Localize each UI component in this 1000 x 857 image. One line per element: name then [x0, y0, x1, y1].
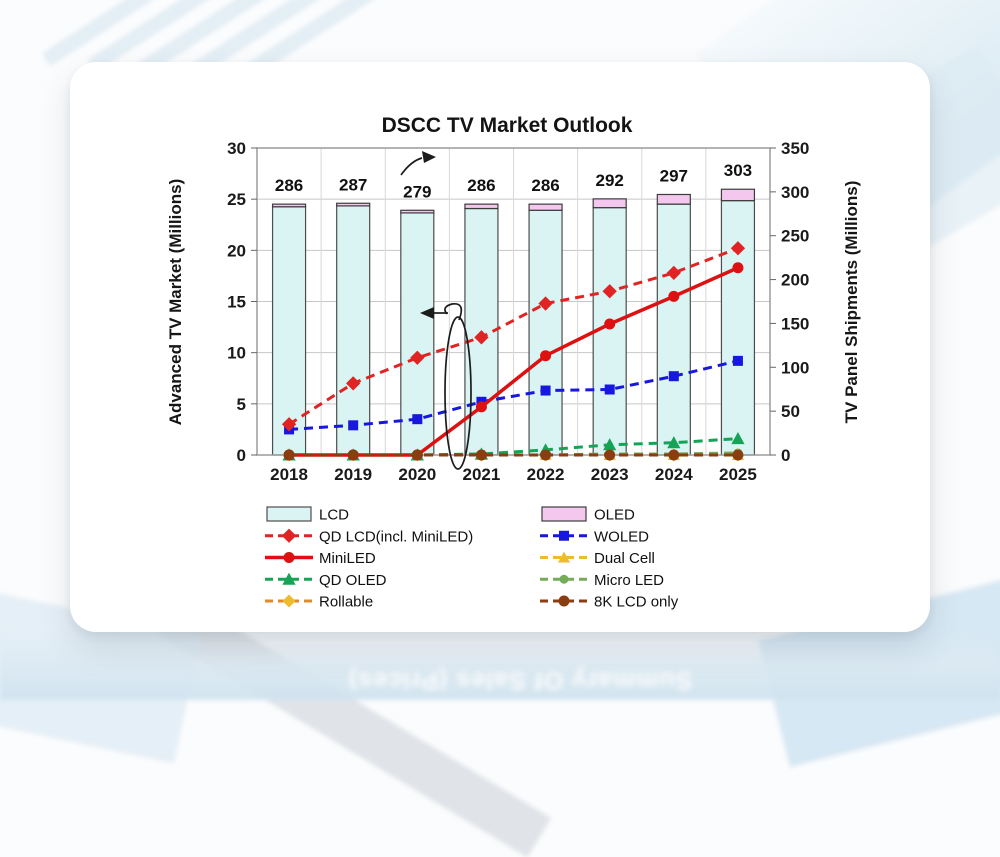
bar-oled-2025 — [720, 188, 756, 202]
right-tick-150: 150 — [781, 314, 809, 333]
legend-label-8k-lcd-only: 8K LCD only — [594, 594, 679, 611]
x-tick-2024: 2024 — [655, 465, 693, 484]
lines-left-axis-ellipse — [444, 316, 472, 470]
x-tick-2022: 2022 — [527, 465, 565, 484]
x-tick-2018: 2018 — [270, 465, 308, 484]
legend-label-oled: OLED — [594, 507, 635, 524]
x-tick-2023: 2023 — [591, 465, 629, 484]
content-card: DSCC TV Market Outlook Advanced TV Marke… — [70, 62, 930, 632]
bar-total-2024: 297 — [660, 166, 688, 185]
legend-item-qd-lcd-incl-miniled: QD LCD(incl. MiniLED) — [265, 528, 473, 545]
left-tick-25: 25 — [227, 190, 246, 209]
left-tick-15: 15 — [227, 293, 246, 312]
bar-total-2021: 286 — [467, 176, 495, 195]
bar-oled-2024 — [656, 193, 691, 205]
left-tick-30: 30 — [227, 139, 246, 158]
legend-label-dual-cell: Dual Cell — [594, 550, 655, 567]
legend-label-qd-oled: QD OLED — [319, 572, 387, 589]
x-tick-2025: 2025 — [719, 465, 757, 484]
legend: LCD OLED QD LCD(incl. MiniLED) WOLED MiniLED… — [265, 506, 679, 611]
bar-total-2020: 279 — [403, 182, 431, 201]
gridlines — [257, 148, 770, 455]
right-tick-50: 50 — [781, 402, 800, 421]
bar-oled-2018 — [271, 203, 307, 208]
x-tick-2019: 2019 — [334, 465, 372, 484]
bar-oled-2021 — [464, 203, 499, 210]
bar-oled-2023 — [592, 198, 627, 209]
bar-lcd-2018 — [271, 206, 307, 456]
legend-item-woled: WOLED — [540, 528, 649, 545]
x-tick-2021: 2021 — [463, 465, 501, 484]
legend-label-miniled: MiniLED — [319, 550, 376, 567]
x-tick-2020: 2020 — [398, 465, 436, 484]
legend-label-lcd: LCD — [319, 507, 349, 524]
legend-item-miniled: MiniLED — [265, 550, 376, 567]
legend-item-oled: OLED — [541, 506, 635, 524]
bar-lcd-2025 — [720, 200, 756, 456]
left-tick-20: 20 — [227, 241, 246, 260]
legend-label-rollable: Rollable — [319, 594, 373, 611]
right-tick-250: 250 — [781, 227, 809, 246]
legend-label-micro-led: Micro LED — [594, 572, 664, 589]
bar-oled-2019 — [336, 202, 371, 207]
bar-total-2025: 303 — [724, 161, 752, 180]
legend-item-lcd: LCD — [266, 506, 349, 524]
bar-lcd-2024 — [656, 203, 691, 456]
bg-band-bottom: Summary Of Sales (Prices) — [0, 630, 1000, 700]
right-tick-300: 300 — [781, 183, 809, 202]
line-series-qd-lcd-incl-miniled — [281, 241, 746, 432]
legend-item-micro-led: Micro LED — [540, 572, 664, 589]
bar-series-oled — [271, 188, 756, 214]
lines-left-axis-arrow — [444, 302, 463, 321]
bar-total-2022: 286 — [531, 176, 559, 195]
right-tick-100: 100 — [781, 358, 809, 377]
bars-right-axis-arrow — [400, 157, 423, 176]
legend-label-qd-lcd-incl-miniled: QD LCD(incl. MiniLED) — [319, 528, 473, 545]
bar-oled-2020 — [400, 209, 435, 214]
bar-total-labels: 286 287 279 286 286 292 297 303 — [275, 161, 752, 201]
left-tick-5: 5 — [237, 395, 246, 414]
left-tick-0: 0 — [237, 446, 246, 465]
legend-label-woled: WOLED — [594, 528, 649, 545]
chart-title: DSCC TV Market Outlook — [381, 114, 633, 137]
bar-total-2019: 287 — [339, 175, 367, 194]
line-series-8k-lcd-only — [283, 449, 744, 461]
background-watermark-text: Summary Of Sales (Prices) — [347, 666, 693, 694]
bar-oled-2022 — [528, 203, 563, 211]
legend-item-8k-lcd-only: 8K LCD only — [540, 594, 679, 611]
right-tick-350: 350 — [781, 139, 809, 158]
right-tick-0: 0 — [781, 446, 790, 465]
annotations — [400, 151, 472, 470]
right-tick-200: 200 — [781, 271, 809, 290]
bar-lcd-2022 — [528, 209, 563, 456]
legend-item-rollable: Rollable — [265, 594, 373, 611]
bar-total-2023: 292 — [596, 171, 624, 190]
legend-item-qd-oled: QD OLED — [265, 572, 387, 589]
bar-total-2018: 286 — [275, 176, 303, 195]
legend-item-dual-cell: Dual Cell — [540, 550, 655, 567]
bar-lcd-2019 — [336, 205, 371, 456]
left-tick-10: 10 — [227, 344, 246, 363]
